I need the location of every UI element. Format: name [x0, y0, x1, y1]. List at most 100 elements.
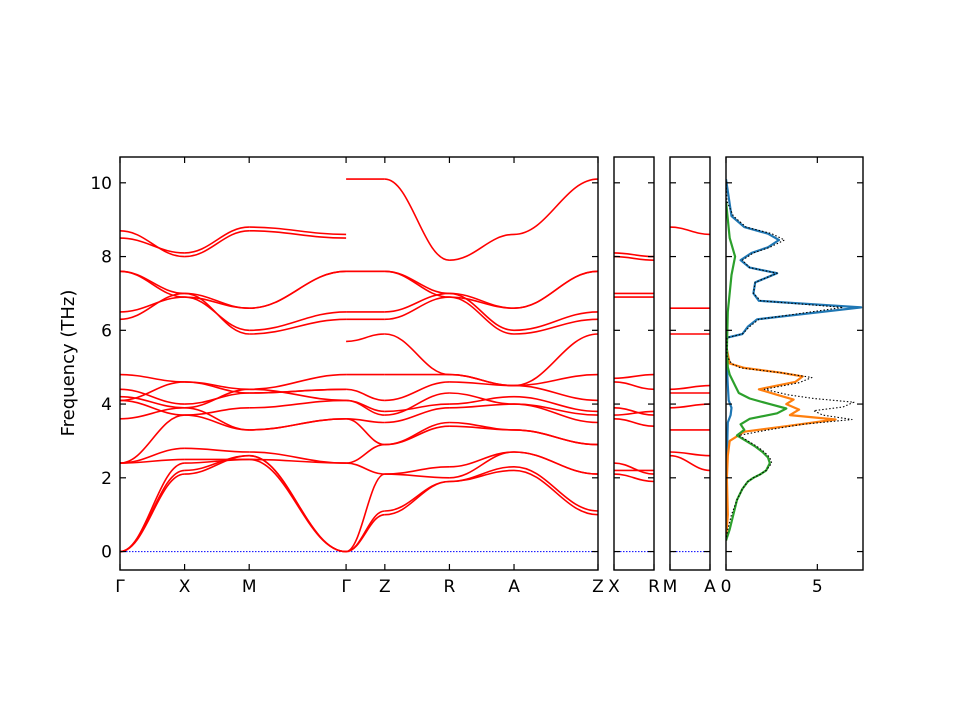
band-line-seg0-8: [120, 395, 185, 409]
band-line-seg2-15: [249, 270, 347, 309]
band-line-seg4-7: [384, 392, 450, 416]
band-line-seg1-15: [184, 292, 250, 309]
band-line-x-r-7: [613, 373, 655, 380]
band-line-seg1-16: [184, 226, 250, 254]
band-line-seg2-2: [249, 458, 347, 553]
x-tick-label: Γ: [341, 577, 351, 597]
band-line-seg5-16: [449, 233, 515, 261]
band-line-seg4-6: [384, 407, 450, 424]
y-tick-label: 6: [101, 321, 112, 341]
y-tick-label: 0: [101, 543, 112, 563]
band-line-seg6-8: [513, 395, 598, 413]
band-line-seg6-1: [513, 466, 598, 512]
band-line-seg2-11: [249, 388, 347, 394]
band-line-seg0-9: [120, 388, 185, 405]
x-tick-label: R: [444, 577, 456, 597]
y-tick-label: 2: [101, 469, 112, 489]
band-line-seg5-15: [449, 292, 515, 309]
band-line-seg2-12: [249, 318, 347, 335]
x-tick-label: M: [242, 577, 257, 597]
axes-frame-dos: [725, 156, 864, 571]
x-tick-label-m-a: A: [704, 577, 716, 597]
band-line-seg0-12: [120, 292, 185, 321]
axes-frame-m-a: [669, 156, 711, 571]
axes-frame-x-r: [613, 156, 655, 571]
band-line-seg3-9: [346, 388, 385, 402]
x-tick-label: Γ: [115, 577, 125, 597]
band-line-seg0-4: [120, 458, 185, 464]
band-line-seg4-3: [384, 473, 450, 479]
band-line-seg0-7: [120, 399, 185, 416]
band-line-seg2-16: [249, 226, 347, 236]
band-line-m-a-0: [669, 454, 711, 472]
x-tick-label-m-a: M: [663, 577, 678, 597]
band-line-seg0-16: [120, 237, 185, 254]
band-line-seg4-13: [384, 292, 450, 313]
band-line-seg5-11: [449, 373, 515, 387]
band-line-seg2-6: [249, 418, 347, 431]
x-tick-label: Z: [379, 577, 391, 597]
band-line-seg2-4: [249, 458, 347, 464]
band-line-seg4-9: [384, 381, 450, 402]
band-line-seg5-5: [449, 421, 515, 431]
band-line-seg4-16: [384, 178, 450, 261]
band-line-seg4-1: [384, 480, 450, 512]
band-line-seg1-11: [184, 381, 250, 394]
band-panel-main: 0 2 4 6 8 10 Γ X M Γ Z R A Z Frequency (THz): [58, 156, 604, 597]
x-tick-label-x-r: R: [648, 577, 660, 597]
band-line-x-r-6: [613, 381, 655, 391]
axes-frame-main: [119, 156, 599, 571]
band-line-x-r-0: [613, 473, 655, 483]
band-line-seg3-8: [346, 399, 385, 413]
band-line-x-r-3: [613, 418, 655, 427]
y-axis-label: Frequency (THz): [58, 290, 79, 437]
y-tick-label: 10: [90, 174, 112, 194]
band-line-seg0-2: [120, 462, 185, 553]
band-line-seg3-6: [346, 418, 385, 424]
band-line-seg6-9: [513, 384, 598, 402]
x-tick-label-x-r: X: [608, 577, 620, 597]
band-line-seg3-11: [346, 333, 385, 343]
dos-lines: [726, 178, 863, 541]
band-line-seg6-15: [513, 270, 598, 309]
band-lines-m-a: [669, 226, 711, 553]
dos-series3-line: [726, 201, 788, 541]
band-line-m-a-5: [669, 384, 711, 391]
x-tick-label: Z: [592, 577, 604, 597]
band-line-m-a-1: [669, 451, 711, 457]
band-line-seg0-15: [120, 270, 185, 295]
band-line-seg2-13: [249, 311, 347, 332]
band-line-seg2-17: [249, 230, 347, 239]
x-tick-label: A: [508, 577, 520, 597]
band-line-seg6-16: [513, 178, 598, 236]
band-line-seg4-8: [384, 403, 450, 413]
x-tick-label-dos: 0: [721, 577, 732, 597]
band-line-seg5-8: [449, 395, 515, 405]
band-line-seg4-5: [384, 421, 450, 446]
band-line-seg6-11: [513, 333, 598, 387]
x-tick-label-dos: 5: [812, 577, 823, 597]
dos-total-line: [726, 179, 855, 541]
band-line-seg1-6: [184, 407, 250, 431]
band-line-seg5-1: [449, 466, 515, 483]
band-line-seg0-13: [120, 296, 185, 313]
band-line-x-r-2: [613, 462, 655, 475]
band-line-seg6-7: [513, 403, 598, 416]
band-line-seg6-3: [513, 451, 598, 475]
band-line-x-r-5: [613, 407, 655, 416]
band-line-seg4-12: [384, 296, 450, 321]
band-line-seg0-17: [120, 230, 185, 258]
band-line-seg5-7: [449, 392, 515, 405]
y-tick-label: 8: [101, 248, 112, 268]
y-tick-label: 4: [101, 395, 112, 415]
band-line-seg3-2: [345, 473, 386, 553]
band-line-seg1-3: [184, 447, 250, 453]
band-line-seg6-13: [513, 311, 598, 332]
band-line-seg1-1: [184, 454, 250, 472]
